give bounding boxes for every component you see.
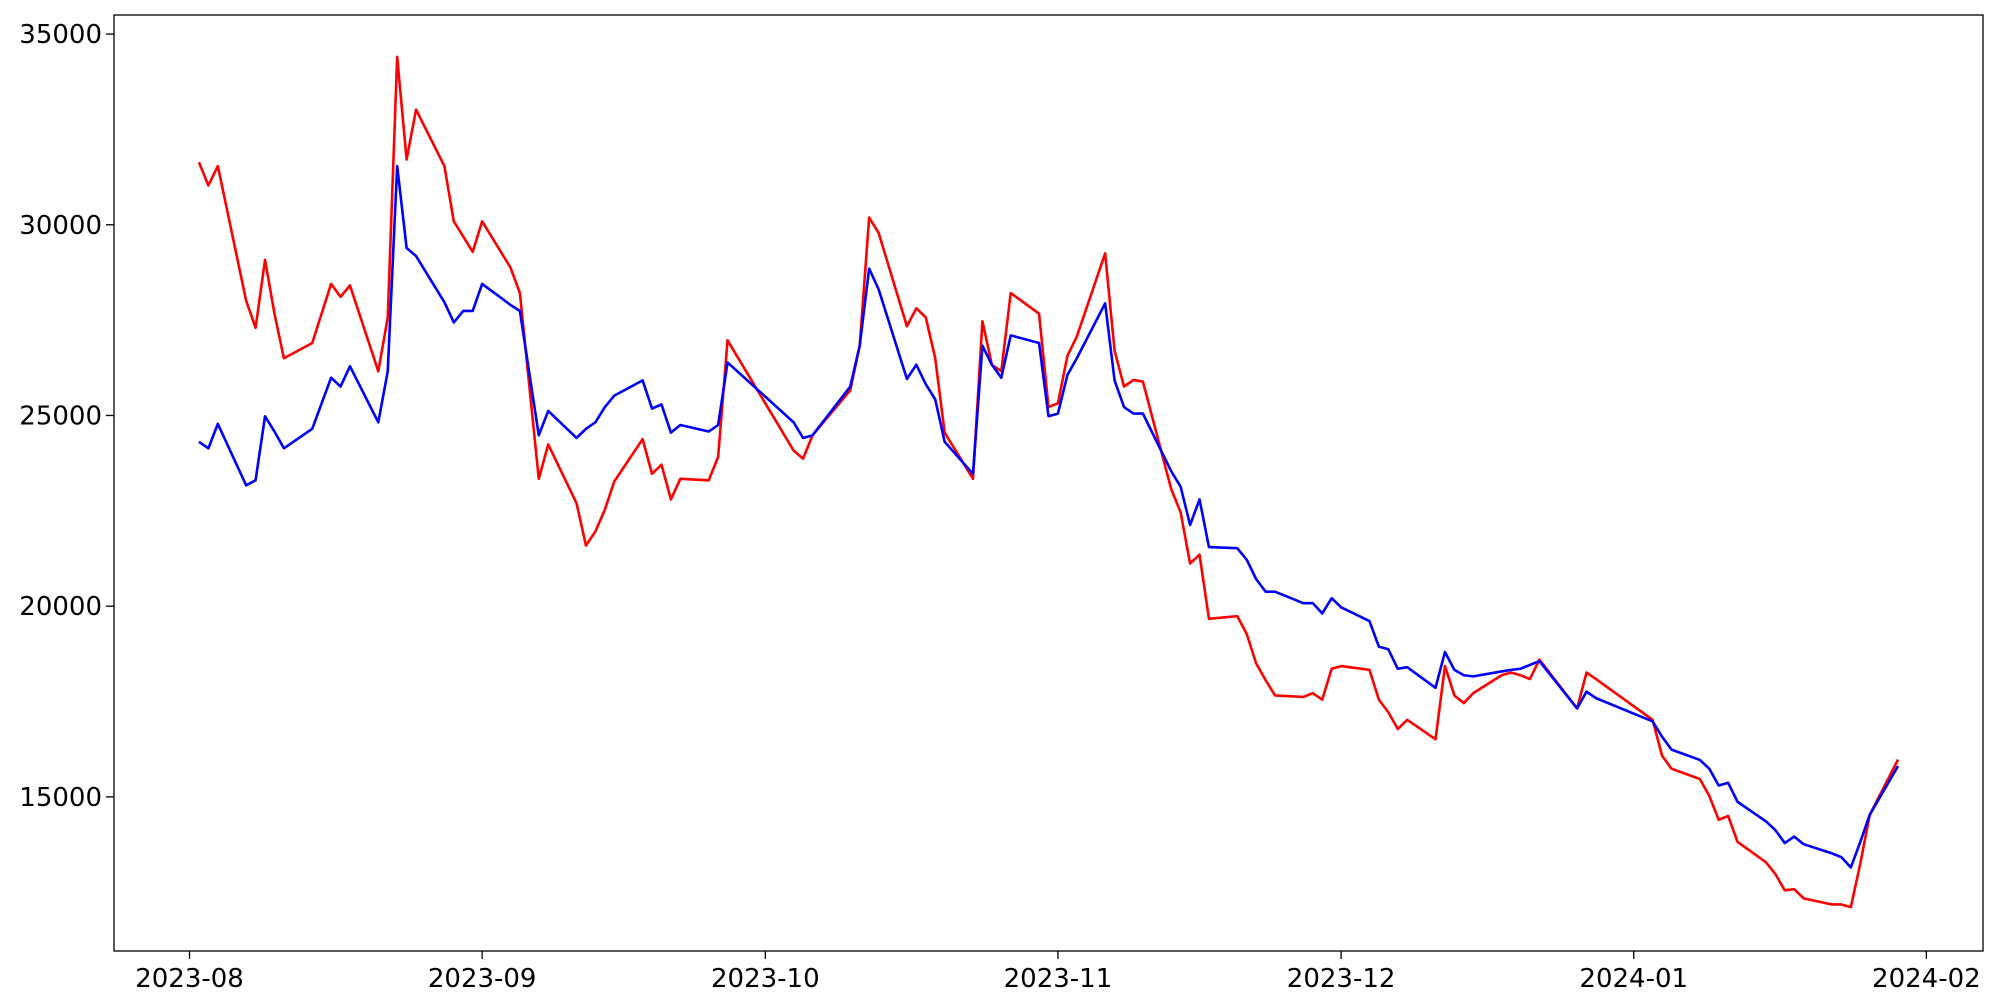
y-tick-label: 25000 [19,401,102,431]
x-tick-label: 2024-01 [1579,964,1688,994]
y-tick-label: 20000 [19,592,102,622]
x-tick-label: 2023-09 [428,964,537,994]
x-tick-label: 2023-10 [711,964,820,994]
y-tick-label: 35000 [19,20,102,50]
x-tick-label: 2023-08 [135,964,244,994]
data-line [197,55,1900,909]
data-line [198,164,1900,869]
y-tick-label: 15000 [19,783,102,813]
x-tick-label: 2024-02 [1872,964,1981,994]
plot-frame [113,14,1984,952]
x-tick-label: 2023-11 [1004,964,1113,994]
y-tick-label: 30000 [19,211,102,241]
x-tick-label: 2023-12 [1287,964,1396,994]
